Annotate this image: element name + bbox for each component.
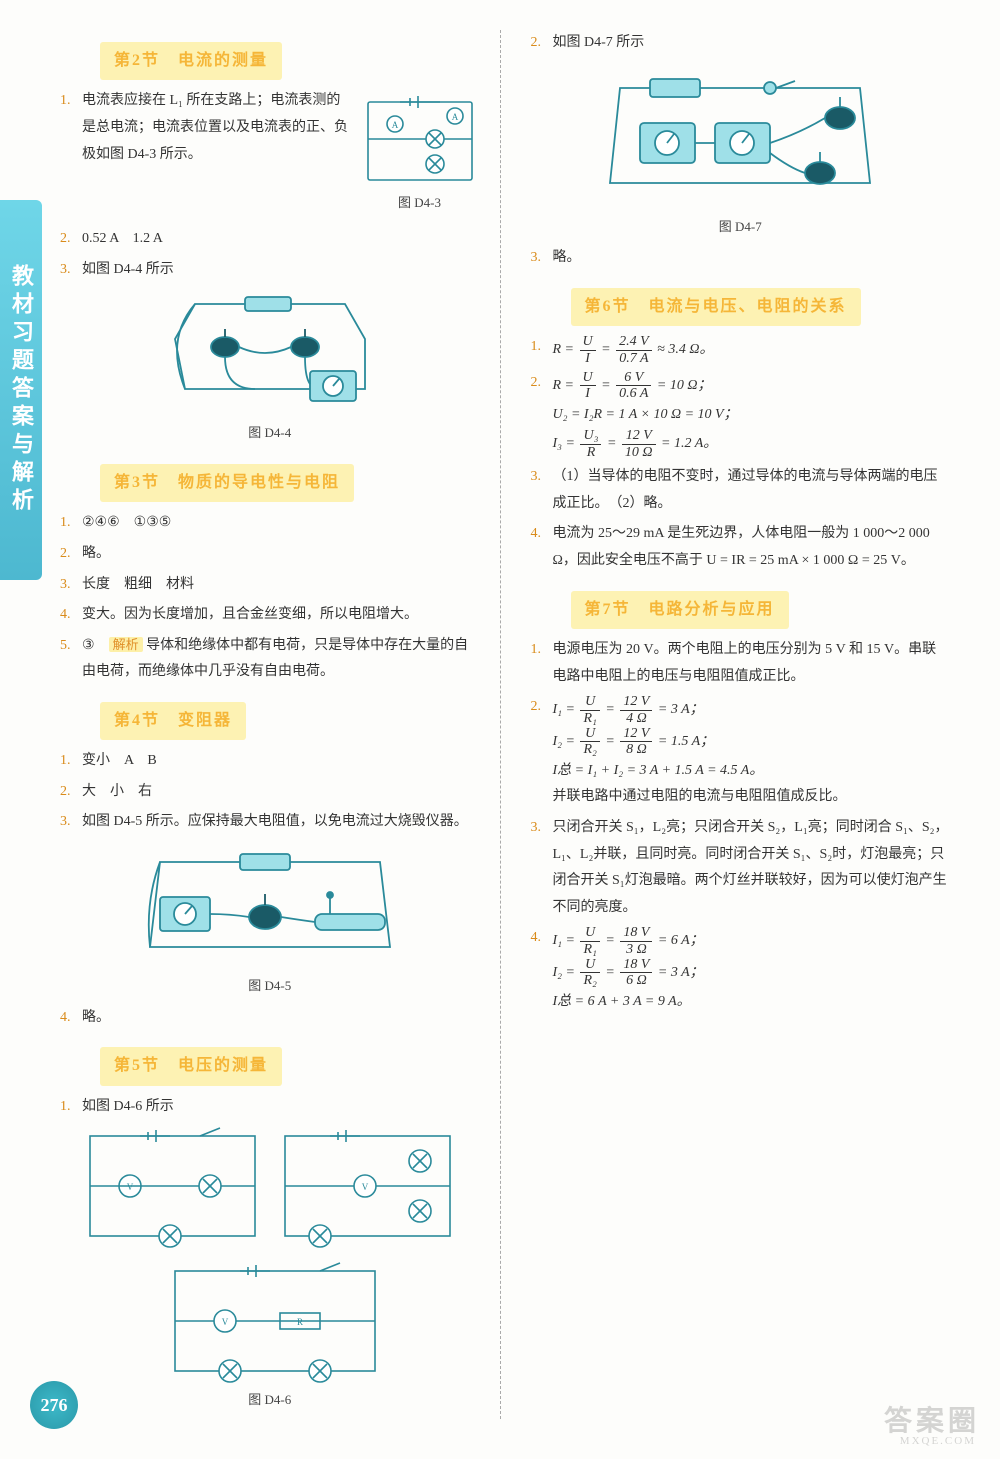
item-number: 3. — [531, 815, 553, 921]
figure-d4-5: 图 D4-5 — [60, 842, 480, 999]
answer-text: 电流为 25～29 mA 是生死边界，人体电阻一般为 1 000～2 000 Ω… — [553, 521, 951, 574]
item-number: 2. — [531, 370, 553, 460]
item-number: 3. — [60, 572, 82, 599]
item-number: 2. — [531, 30, 553, 57]
item-number: 4. — [531, 521, 553, 574]
figure-caption: 图 D4-6 — [60, 1388, 480, 1413]
answer-text: 变小 A B — [82, 748, 480, 775]
figure-caption: 图 D4-4 — [60, 421, 480, 446]
section-5-title: 第5节 电压的测量 — [100, 1047, 282, 1085]
svg-text:R: R — [297, 1317, 303, 1327]
svg-text:A: A — [391, 120, 398, 130]
figure-d4-3: A A 图 D4-3 — [360, 94, 480, 216]
left-column: 第2节 电流的测量 1. A A — [0, 30, 500, 1419]
item: 1. A A 图 D4-3 — [60, 88, 480, 222]
section-7-title: 第7节 电路分析与应用 — [571, 591, 789, 629]
watermark: 答案圈 — [884, 1399, 980, 1439]
item-body: A A 图 D4-3 电流表应接在 L₁ 所在支路上；电流表测的是总电流；电流表… — [82, 88, 480, 222]
item-number: 1. — [531, 637, 553, 690]
answer-text: （1）当导体的电阻不变时，通过导体的电流与导体两端的电压成正比。 （2）略。 — [553, 464, 951, 517]
answer-text: 只闭合开关 S₁，L₂亮；只闭合开关 S₂，L₁亮；同时闭合 S₁、S₂，L₁、… — [553, 815, 951, 921]
answer-text: 长度 粗细 材料 — [82, 572, 480, 599]
formula: I₁ = UR₁ = 18 V3 Ω = 6 A； I₂ = UR₂ = 18 … — [553, 925, 951, 1015]
formula: R = UI = 2.4 V0.7 A ≈ 3.4 Ω。 — [553, 334, 951, 366]
item-number: 1. — [531, 334, 553, 366]
item-number: 1. — [60, 1094, 82, 1121]
answer-text: 电流表应接在 L₁ 所在支路上；电流表测的是总电流；电流表位置以及电流表的正、负… — [82, 93, 348, 161]
item-number: 3. — [60, 809, 82, 836]
item-number: 1. — [60, 510, 82, 537]
item-number: 4. — [531, 925, 553, 1015]
item-number: 1. — [60, 748, 82, 775]
figure-caption: 图 D4-7 — [531, 215, 951, 240]
figure-caption: 图 D4-5 — [60, 974, 480, 999]
figure-caption: 图 D4-3 — [360, 191, 480, 216]
answer-text: 如图 D4-7 所示 — [553, 30, 951, 57]
right-column: 2.如图 D4-7 所示 图 D4-7 3.略。 第6节 电流 — [500, 30, 971, 1419]
formula: I₁ = UR₁ = 12 V4 Ω = 3 A； I₂ = UR₂ = 12 … — [553, 694, 951, 811]
item-number: 4. — [60, 1005, 82, 1032]
figure-d4-7: 图 D4-7 — [531, 63, 951, 240]
item: 2. 0.52 A 1.2 A — [60, 226, 480, 253]
answer-text: 电源电压为 20 V。两个电阻上的电压分别为 5 V 和 15 V。串联电路中电… — [553, 637, 951, 690]
answer-text: 略。 — [553, 245, 951, 272]
answer-text: ②④⑥ ①③⑤ — [82, 510, 480, 537]
item-number: 3. — [531, 464, 553, 517]
item-number: 2. — [60, 541, 82, 568]
item-number: 4. — [60, 602, 82, 629]
item-number: 5. — [60, 633, 82, 686]
answer-text: 变大。因为长度增加，且合金丝变细，所以电阻增大。 — [82, 602, 480, 629]
item-number: 3. — [531, 245, 553, 272]
item-number: 2. — [60, 779, 82, 806]
item-number: 1. — [60, 88, 82, 222]
watermark-url: MXQE.COM — [900, 1435, 976, 1447]
section-3-title: 第3节 物质的导电性与电阻 — [100, 464, 354, 502]
item-number: 2. — [531, 694, 553, 811]
figure-d4-4: 图 D4-4 — [60, 289, 480, 446]
svg-text:V: V — [362, 1182, 369, 1192]
svg-text:V: V — [222, 1317, 229, 1327]
answer-text: 如图 D4-5 所示。应保持最大电阻值，以免电流过大烧毁仪器。 — [82, 809, 480, 836]
answer-text: 略。 — [82, 1005, 480, 1032]
answer-text: 0.52 A 1.2 A — [82, 226, 480, 253]
section-2-title: 第2节 电流的测量 — [100, 42, 282, 80]
item-number: 2. — [60, 226, 82, 253]
page-number: 276 — [30, 1381, 78, 1429]
figure-d4-6: V V V — [60, 1126, 480, 1413]
answer-text: 如图 D4-4 所示 — [82, 257, 480, 284]
explain-tag: 解析 — [109, 637, 143, 652]
svg-text:A: A — [451, 112, 458, 122]
section-4-title: 第4节 变阻器 — [100, 702, 246, 740]
answer-text: 略。 — [82, 541, 480, 568]
svg-text:V: V — [127, 1182, 134, 1192]
formula: R = UI = 6 V0.6 A = 10 Ω； U₂ = I₂R = 1 A… — [553, 370, 951, 460]
answer-text: 如图 D4-6 所示 — [82, 1094, 480, 1121]
answer-text: ③ 解析 导体和绝缘体中都有电荷，只是导体中存在大量的自由电荷，而绝缘体中几乎没… — [82, 633, 480, 686]
item: 3. 如图 D4-4 所示 — [60, 257, 480, 284]
answer-text: 大 小 右 — [82, 779, 480, 806]
item-number: 3. — [60, 257, 82, 284]
section-6-title: 第6节 电流与电压、电阻的关系 — [571, 288, 861, 326]
